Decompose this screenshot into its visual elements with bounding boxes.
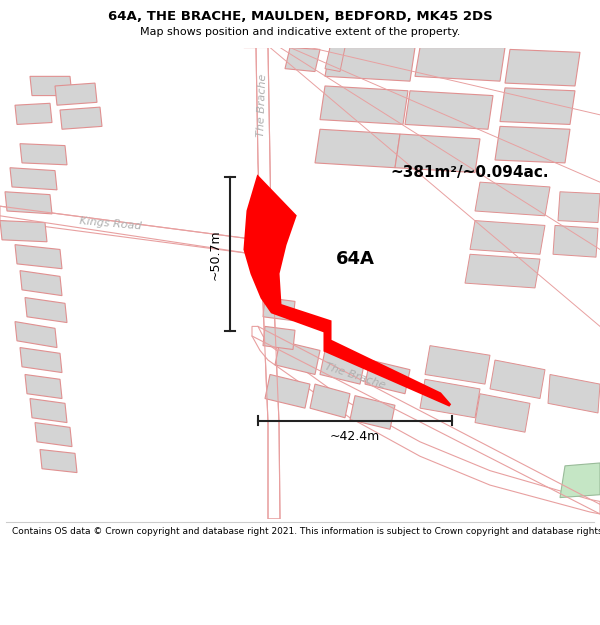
Polygon shape: [30, 399, 67, 422]
Polygon shape: [495, 126, 570, 163]
Text: 64A, THE BRACHE, MAULDEN, BEDFORD, MK45 2DS: 64A, THE BRACHE, MAULDEN, BEDFORD, MK45 …: [107, 11, 493, 24]
Polygon shape: [325, 48, 345, 71]
Polygon shape: [500, 88, 575, 124]
Polygon shape: [470, 221, 545, 254]
Polygon shape: [25, 298, 67, 322]
Polygon shape: [395, 134, 480, 172]
Polygon shape: [40, 449, 77, 472]
Polygon shape: [548, 374, 600, 413]
Polygon shape: [558, 192, 600, 222]
Polygon shape: [5, 192, 52, 214]
Polygon shape: [25, 374, 62, 399]
Text: The Brache: The Brache: [323, 362, 386, 391]
Polygon shape: [505, 49, 580, 86]
Polygon shape: [415, 48, 505, 81]
Polygon shape: [55, 83, 97, 105]
Text: Contains OS data © Crown copyright and database right 2021. This information is : Contains OS data © Crown copyright and d…: [12, 528, 600, 536]
Polygon shape: [420, 379, 480, 418]
Polygon shape: [35, 422, 72, 447]
Polygon shape: [263, 326, 295, 349]
Polygon shape: [10, 168, 57, 190]
Text: Kings Road: Kings Road: [79, 216, 142, 231]
Polygon shape: [285, 48, 320, 71]
Polygon shape: [365, 360, 410, 394]
Polygon shape: [425, 346, 490, 384]
Polygon shape: [60, 107, 102, 129]
Polygon shape: [325, 48, 415, 81]
Polygon shape: [553, 226, 598, 257]
Polygon shape: [245, 177, 450, 405]
Polygon shape: [475, 182, 550, 216]
Polygon shape: [15, 244, 62, 269]
Polygon shape: [320, 351, 365, 384]
Polygon shape: [560, 463, 600, 498]
Polygon shape: [490, 360, 545, 399]
Polygon shape: [30, 76, 72, 96]
Polygon shape: [405, 91, 493, 129]
Polygon shape: [350, 396, 395, 429]
Polygon shape: [315, 129, 400, 168]
Polygon shape: [20, 271, 62, 296]
Polygon shape: [310, 384, 350, 418]
Polygon shape: [0, 206, 258, 254]
Text: 64A: 64A: [335, 250, 374, 268]
Polygon shape: [0, 221, 47, 242]
Text: ~42.4m: ~42.4m: [330, 430, 380, 443]
Text: Map shows position and indicative extent of the property.: Map shows position and indicative extent…: [140, 27, 460, 37]
Text: ~381m²/~0.094ac.: ~381m²/~0.094ac.: [390, 165, 548, 180]
Polygon shape: [252, 326, 600, 514]
Polygon shape: [465, 254, 540, 288]
Polygon shape: [275, 341, 320, 374]
Polygon shape: [15, 322, 57, 348]
Polygon shape: [15, 103, 52, 124]
Text: ~50.7m: ~50.7m: [209, 229, 222, 279]
Polygon shape: [265, 374, 310, 408]
Polygon shape: [20, 348, 62, 372]
Polygon shape: [244, 48, 280, 519]
Polygon shape: [263, 298, 295, 321]
Text: The Brache: The Brache: [256, 73, 268, 137]
Polygon shape: [475, 394, 530, 432]
Polygon shape: [320, 86, 408, 124]
Polygon shape: [20, 144, 67, 165]
